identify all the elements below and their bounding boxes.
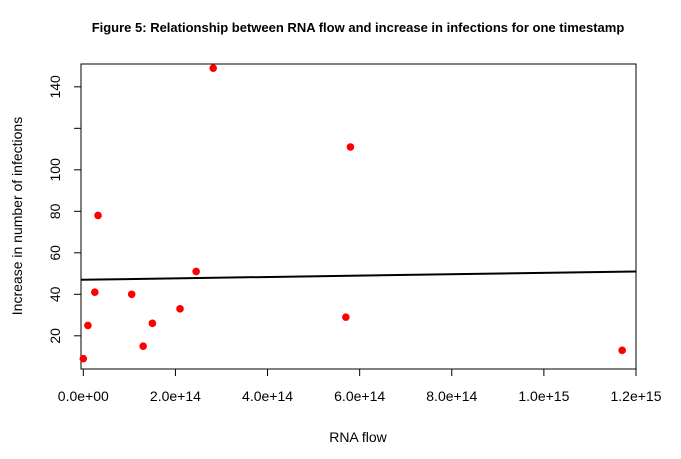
data-point	[192, 267, 200, 276]
data-point	[94, 211, 102, 220]
data-point	[79, 354, 88, 363]
data-point	[127, 290, 136, 299]
x-tick-label: 1.0e+15	[518, 388, 569, 404]
y-axis-label: Increase in number of infections	[9, 117, 25, 315]
trend-line	[80, 270, 637, 281]
x-axis-label: RNA flow	[329, 429, 387, 445]
y-tick-label: 100	[47, 158, 63, 182]
x-axis: 0.0e+00 2.0e+14 4.0e+14 6.0e+14 8.0e+14 1.0e+…	[58, 368, 662, 404]
plot-frame	[80, 63, 637, 370]
y-tick-label: 60	[47, 245, 63, 261]
data-point	[342, 313, 350, 321]
data-points	[79, 64, 626, 363]
y-axis: 20 40 60 80 100 140	[47, 75, 82, 344]
data-point	[148, 319, 157, 328]
x-tick-label: 0.0e+00	[58, 388, 109, 404]
x-tick-label: 2.0e+14	[150, 388, 201, 404]
data-point	[346, 143, 355, 151]
data-point	[209, 64, 217, 72]
data-point	[91, 288, 99, 297]
data-point	[139, 342, 147, 350]
y-tick-label: 40	[47, 286, 63, 302]
x-tick-label: 1.2e+15	[611, 388, 662, 404]
y-tick-label: 20	[47, 328, 63, 344]
plot-area: 0.0e+00 2.0e+14 4.0e+14 6.0e+14 8.0e+14 1.0e+…	[47, 63, 662, 404]
y-tick-label: 80	[47, 203, 63, 219]
y-tick-label: 140	[47, 75, 63, 99]
data-point	[176, 305, 184, 313]
x-tick-label: 4.0e+14	[242, 388, 293, 404]
data-point	[618, 346, 626, 355]
x-tick-label: 6.0e+14	[334, 388, 385, 404]
x-tick-label: 8.0e+14	[426, 388, 477, 404]
chart-title: Figure 5: Relationship between RNA flow …	[92, 20, 625, 35]
data-point	[84, 321, 92, 330]
